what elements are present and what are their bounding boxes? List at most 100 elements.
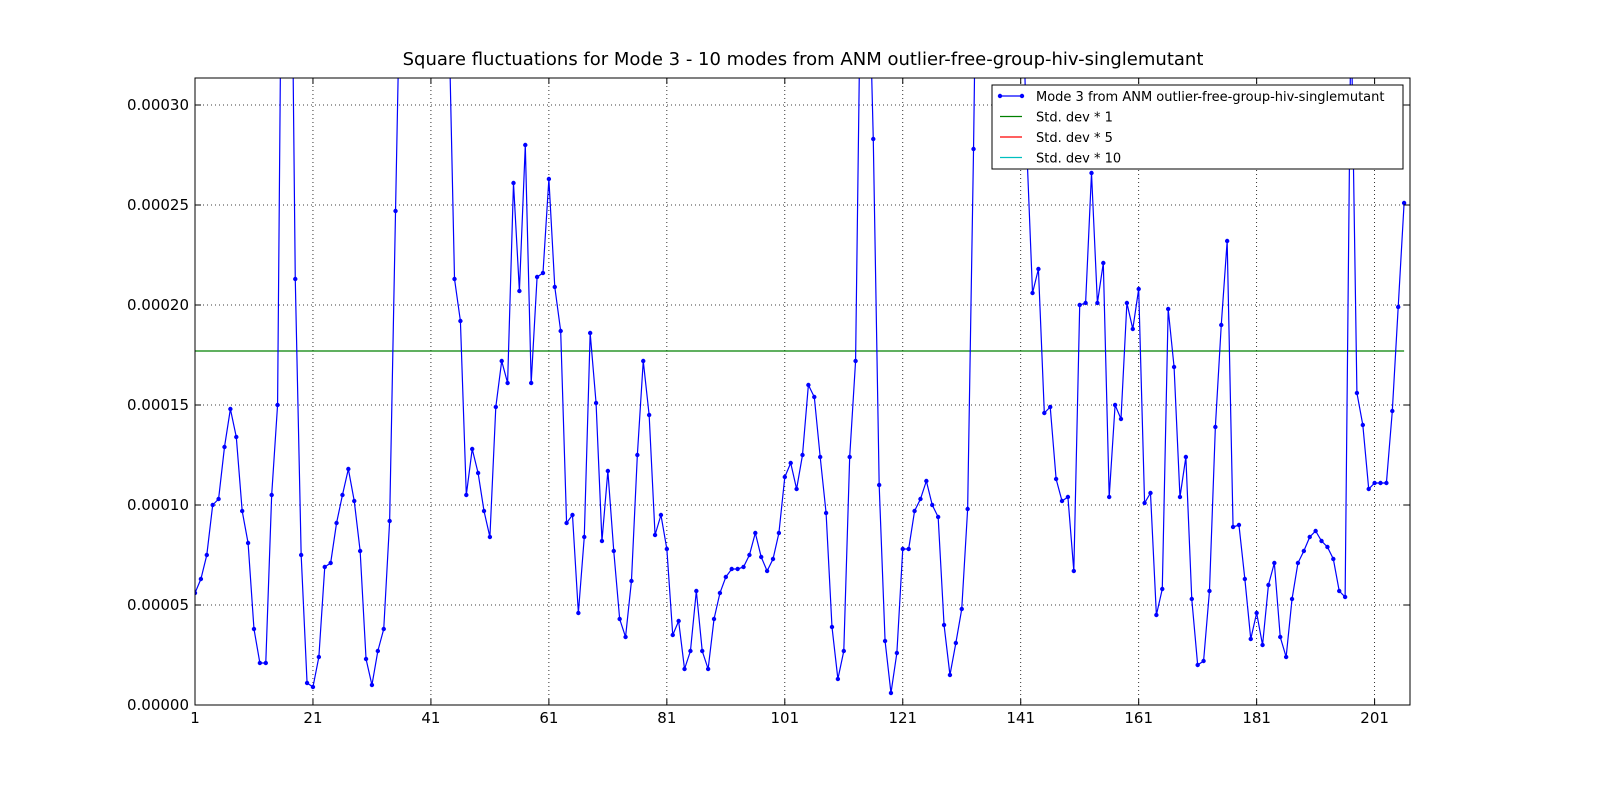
data-point: [1154, 612, 1159, 618]
data-point: [316, 654, 322, 660]
data-point: [1337, 588, 1342, 594]
data-point: [1106, 494, 1112, 500]
data-point: [882, 638, 888, 644]
data-point: [528, 380, 534, 386]
data-point: [658, 512, 664, 518]
data-point: [493, 404, 499, 410]
data-point: [617, 616, 622, 622]
data-point: [587, 330, 593, 336]
data-point: [458, 318, 463, 324]
data-point: [1260, 642, 1265, 648]
data-point: [735, 566, 740, 572]
data-point: [930, 502, 935, 508]
data-point: [346, 466, 351, 472]
data-point: [475, 470, 481, 476]
data-point: [1048, 404, 1053, 410]
data-point: [239, 508, 245, 514]
data-point: [1136, 286, 1141, 292]
data-point: [375, 648, 381, 654]
data-point: [747, 552, 752, 558]
data-point: [523, 142, 528, 148]
data-point: [1065, 494, 1071, 500]
legend-label: Std. dev * 10: [1036, 152, 1121, 167]
data-point: [782, 474, 788, 480]
data-point: [1207, 588, 1212, 594]
data-point: [1307, 534, 1312, 540]
data-point: [540, 270, 546, 276]
data-point: [1378, 480, 1383, 486]
data-point: [788, 460, 793, 466]
data-point: [912, 508, 917, 514]
data-point: [1360, 422, 1366, 428]
data-point: [764, 568, 770, 574]
data-point: [1325, 544, 1330, 550]
data-point: [293, 276, 298, 282]
data-point: [823, 510, 829, 516]
data-point: [1219, 322, 1224, 328]
data-point: [1112, 402, 1118, 408]
data-point: [664, 546, 670, 552]
data-point: [363, 656, 369, 662]
data-point: [517, 288, 522, 294]
data-point: [711, 616, 717, 622]
data-point: [269, 492, 274, 498]
data-point: [1083, 300, 1088, 306]
data-point: [322, 564, 327, 570]
data-point: [275, 402, 280, 408]
data-point: [965, 506, 970, 512]
data-point: [234, 434, 239, 440]
data-point: [829, 624, 835, 630]
data-point: [1171, 364, 1177, 370]
data-point: [800, 452, 805, 458]
data-point: [1354, 390, 1360, 396]
data-point: [729, 566, 734, 572]
data-point: [1077, 302, 1082, 308]
x-tick-label: 201: [1360, 709, 1389, 727]
data-point: [1124, 300, 1130, 306]
data-point: [1142, 500, 1147, 506]
data-point: [1224, 238, 1230, 244]
data-point: [611, 548, 616, 554]
data-point: [1313, 528, 1318, 534]
data-point: [1242, 576, 1248, 582]
data-point: [1160, 586, 1165, 592]
data-point: [817, 454, 823, 460]
data-point: [629, 578, 634, 584]
data-point: [1295, 560, 1301, 566]
data-point: [1071, 568, 1077, 574]
plot-frame: [194, 77, 1411, 706]
data-point: [1278, 634, 1283, 640]
data-point: [670, 632, 675, 638]
data-point: [605, 468, 611, 474]
data-point: [576, 610, 581, 616]
data-point: [1390, 408, 1395, 414]
x-tick-label: 101: [770, 709, 799, 727]
y-tick-label: 0.00030: [127, 96, 189, 114]
data-point: [245, 540, 251, 546]
data-point: [564, 520, 569, 526]
data-point: [1130, 326, 1135, 332]
data-point: [1289, 596, 1295, 602]
data-point: [876, 482, 882, 488]
ticks: 0.00000 0.00005 0.00010 0.00015 0.00020 0.000…: [127, 78, 1410, 727]
legend-box: [991, 84, 1404, 170]
data-point: [1036, 266, 1041, 272]
data-point: [464, 492, 469, 498]
data-point: [452, 276, 457, 282]
data-point: [198, 576, 204, 582]
data-point: [1095, 300, 1100, 306]
data-point: [582, 534, 587, 540]
data-point: [1089, 170, 1094, 176]
data-point: [1319, 538, 1324, 544]
x-tick-label: 21: [303, 709, 322, 727]
x-tick-label: 1: [190, 709, 200, 727]
data-point: [593, 400, 599, 406]
data-point: [487, 534, 493, 540]
data-point: [688, 648, 693, 654]
data-point: [1283, 654, 1289, 660]
data-point: [847, 454, 852, 460]
x-tick-label: 61: [539, 709, 558, 727]
data-point: [1201, 658, 1206, 664]
data-point: [552, 284, 557, 290]
data-point: [369, 682, 375, 688]
